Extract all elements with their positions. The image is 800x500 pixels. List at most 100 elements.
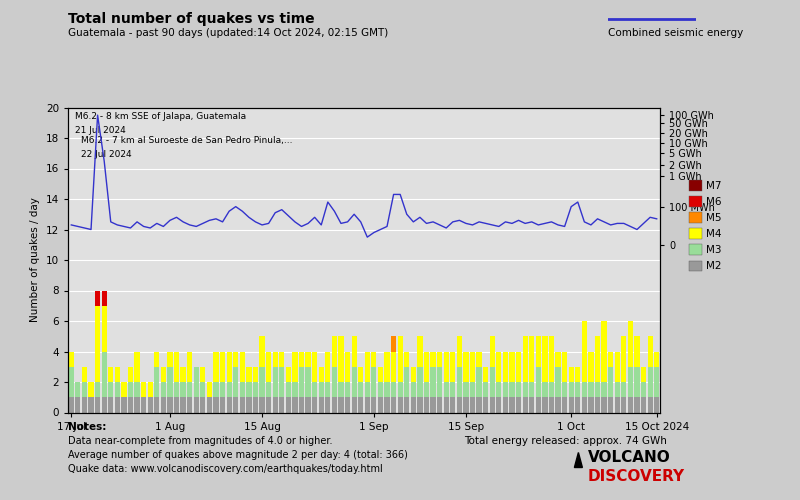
- Bar: [122, 397, 126, 412]
- Bar: [134, 397, 140, 412]
- Bar: [122, 382, 126, 397]
- Bar: [510, 352, 514, 382]
- Bar: [240, 382, 245, 397]
- Bar: [82, 397, 87, 412]
- Bar: [516, 397, 522, 412]
- Bar: [286, 382, 291, 397]
- Bar: [371, 397, 377, 412]
- Bar: [220, 352, 226, 382]
- Bar: [154, 397, 159, 412]
- Bar: [318, 382, 324, 397]
- Bar: [174, 382, 179, 397]
- Bar: [614, 352, 620, 382]
- Bar: [404, 367, 410, 397]
- Text: Total number of quakes vs time: Total number of quakes vs time: [68, 12, 314, 26]
- Bar: [306, 352, 310, 367]
- Bar: [226, 352, 232, 382]
- Bar: [463, 352, 469, 382]
- Bar: [365, 352, 370, 382]
- Bar: [602, 397, 606, 412]
- Bar: [214, 352, 218, 382]
- Bar: [338, 382, 344, 397]
- Bar: [286, 367, 291, 382]
- Bar: [654, 352, 659, 367]
- Bar: [88, 382, 94, 397]
- Bar: [220, 397, 226, 412]
- Bar: [128, 397, 133, 412]
- Bar: [306, 367, 310, 397]
- Bar: [391, 397, 396, 412]
- Bar: [608, 352, 614, 367]
- Bar: [226, 382, 232, 397]
- Bar: [312, 397, 318, 412]
- Bar: [378, 382, 383, 397]
- Bar: [95, 382, 100, 397]
- Bar: [404, 352, 410, 367]
- Bar: [167, 397, 173, 412]
- Bar: [582, 321, 587, 382]
- Bar: [141, 397, 146, 412]
- Bar: [128, 382, 133, 397]
- Bar: [437, 397, 442, 412]
- Text: Guatemala - past 90 days (updated:14 Oct 2024, 02:15 GMT): Guatemala - past 90 days (updated:14 Oct…: [68, 28, 388, 38]
- Bar: [279, 352, 285, 367]
- Bar: [443, 382, 449, 397]
- Y-axis label: Number of quakes / day: Number of quakes / day: [30, 198, 40, 322]
- Bar: [384, 382, 390, 397]
- Bar: [391, 382, 396, 397]
- Bar: [536, 367, 541, 397]
- Bar: [259, 336, 265, 367]
- Bar: [181, 367, 186, 382]
- Bar: [391, 336, 396, 351]
- Bar: [273, 367, 278, 397]
- Bar: [634, 397, 640, 412]
- Bar: [312, 382, 318, 397]
- Bar: [286, 397, 291, 412]
- Bar: [246, 397, 251, 412]
- Bar: [174, 352, 179, 382]
- Bar: [102, 306, 107, 352]
- Bar: [214, 382, 218, 397]
- Bar: [654, 367, 659, 397]
- Bar: [410, 367, 416, 382]
- Bar: [588, 382, 594, 397]
- Bar: [424, 382, 429, 397]
- Bar: [384, 352, 390, 382]
- Bar: [569, 397, 574, 412]
- Bar: [161, 382, 166, 397]
- Bar: [410, 382, 416, 397]
- Bar: [641, 382, 646, 397]
- Bar: [529, 382, 534, 397]
- Bar: [154, 367, 159, 397]
- Text: Data near-complete from magnitudes of 4.0 or higher.: Data near-complete from magnitudes of 4.…: [68, 436, 333, 446]
- Bar: [470, 352, 475, 382]
- Bar: [147, 397, 153, 412]
- Bar: [365, 382, 370, 397]
- Bar: [634, 367, 640, 397]
- Bar: [641, 367, 646, 382]
- Bar: [345, 352, 350, 382]
- Bar: [477, 397, 482, 412]
- Bar: [502, 352, 508, 382]
- Bar: [378, 367, 383, 382]
- Bar: [418, 336, 422, 367]
- Bar: [529, 397, 534, 412]
- Bar: [259, 397, 265, 412]
- Bar: [82, 367, 87, 382]
- Bar: [312, 352, 318, 382]
- Bar: [437, 367, 442, 397]
- Bar: [391, 352, 396, 382]
- Bar: [82, 382, 87, 397]
- Bar: [292, 397, 298, 412]
- Bar: [549, 397, 554, 412]
- Bar: [206, 397, 212, 412]
- Bar: [621, 397, 626, 412]
- Bar: [647, 367, 653, 397]
- Bar: [134, 382, 140, 397]
- Bar: [154, 352, 159, 367]
- Bar: [95, 290, 100, 306]
- Bar: [647, 397, 653, 412]
- Bar: [595, 382, 600, 397]
- Bar: [259, 367, 265, 397]
- Text: 22 Jul 2024: 22 Jul 2024: [81, 150, 132, 159]
